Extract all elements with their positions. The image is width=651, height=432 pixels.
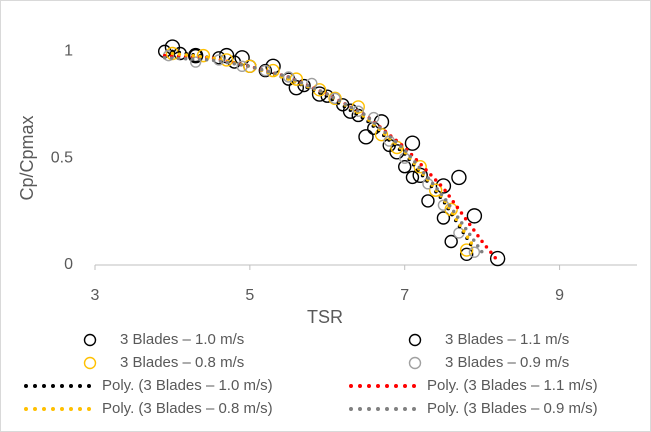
y-tick-label: 0 xyxy=(64,256,73,273)
data-point xyxy=(398,160,412,174)
legend-marker xyxy=(83,356,97,370)
data-point xyxy=(444,234,458,249)
data-point xyxy=(258,63,273,78)
data-point xyxy=(374,127,389,142)
legend-marker xyxy=(83,333,97,347)
x-tick-label: 3 xyxy=(91,287,100,304)
data-point xyxy=(187,47,204,64)
data-point xyxy=(189,56,202,68)
data-point xyxy=(289,72,304,86)
y-tick-label: 0.5 xyxy=(51,149,73,166)
legend-label: Poly. (3 Blades – 0.9 m/s) xyxy=(427,400,598,417)
data-point xyxy=(428,183,443,197)
data-point xyxy=(328,91,342,106)
legend-marker xyxy=(408,356,422,370)
legend-label: Poly. (3 Blades – 0.8 m/s) xyxy=(102,400,273,417)
x-tick-label: 9 xyxy=(555,287,564,304)
data-point xyxy=(352,105,364,117)
legend-label: 3 Blades – 1.0 m/s xyxy=(120,331,244,348)
data-point xyxy=(435,178,452,194)
legend-marker xyxy=(408,333,422,347)
y-axis-label: Cp/Cpmax xyxy=(17,115,37,200)
data-point xyxy=(451,169,467,186)
y-tick-label: 1 xyxy=(64,43,73,60)
data-point xyxy=(358,129,374,145)
data-point xyxy=(282,71,295,83)
data-point xyxy=(489,250,506,267)
data-point xyxy=(413,160,427,174)
legend-label: 3 Blades – 1.1 m/s xyxy=(445,331,569,348)
data-point xyxy=(306,77,318,90)
legend-label: 3 Blades – 0.9 m/s xyxy=(445,354,569,371)
x-tick-label: 7 xyxy=(400,287,409,304)
data-point xyxy=(196,48,211,63)
legend-label: Poly. (3 Blades – 1.1 m/s) xyxy=(427,377,598,394)
trendline xyxy=(162,56,484,254)
data-point xyxy=(389,144,405,160)
legend-label: Poly. (3 Blades – 1.0 m/s) xyxy=(102,377,273,394)
data-point xyxy=(329,92,341,105)
data-point xyxy=(459,243,474,257)
data-point xyxy=(421,194,435,208)
x-axis-label: TSR xyxy=(307,307,343,327)
data-point xyxy=(459,247,474,262)
legend-label: 3 Blades – 0.8 m/s xyxy=(120,354,244,371)
x-tick-label: 5 xyxy=(245,287,254,304)
data-point xyxy=(404,135,421,151)
data-point xyxy=(405,170,420,185)
data-point xyxy=(468,246,481,258)
data-point xyxy=(436,211,451,225)
data-point xyxy=(466,208,483,224)
